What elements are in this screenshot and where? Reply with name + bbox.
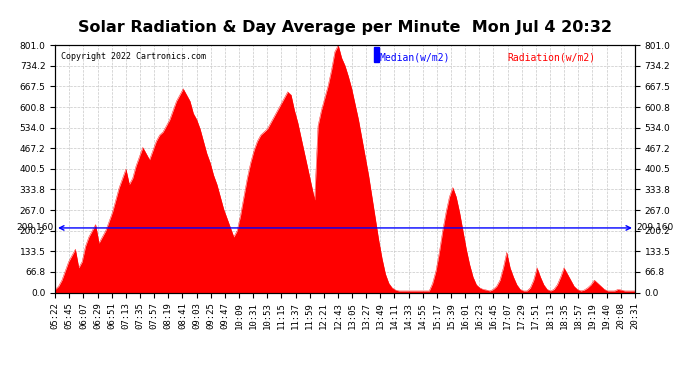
Text: Copyright 2022 Cartronics.com: Copyright 2022 Cartronics.com xyxy=(61,53,206,62)
Text: 209.160: 209.160 xyxy=(17,224,54,232)
Bar xyxy=(374,48,379,62)
Text: Solar Radiation & Day Average per Minute  Mon Jul 4 20:32: Solar Radiation & Day Average per Minute… xyxy=(78,20,612,35)
Text: Median(w/m2): Median(w/m2) xyxy=(380,53,451,62)
Text: 209.160: 209.160 xyxy=(636,224,673,232)
Text: Radiation(w/m2): Radiation(w/m2) xyxy=(507,53,595,62)
